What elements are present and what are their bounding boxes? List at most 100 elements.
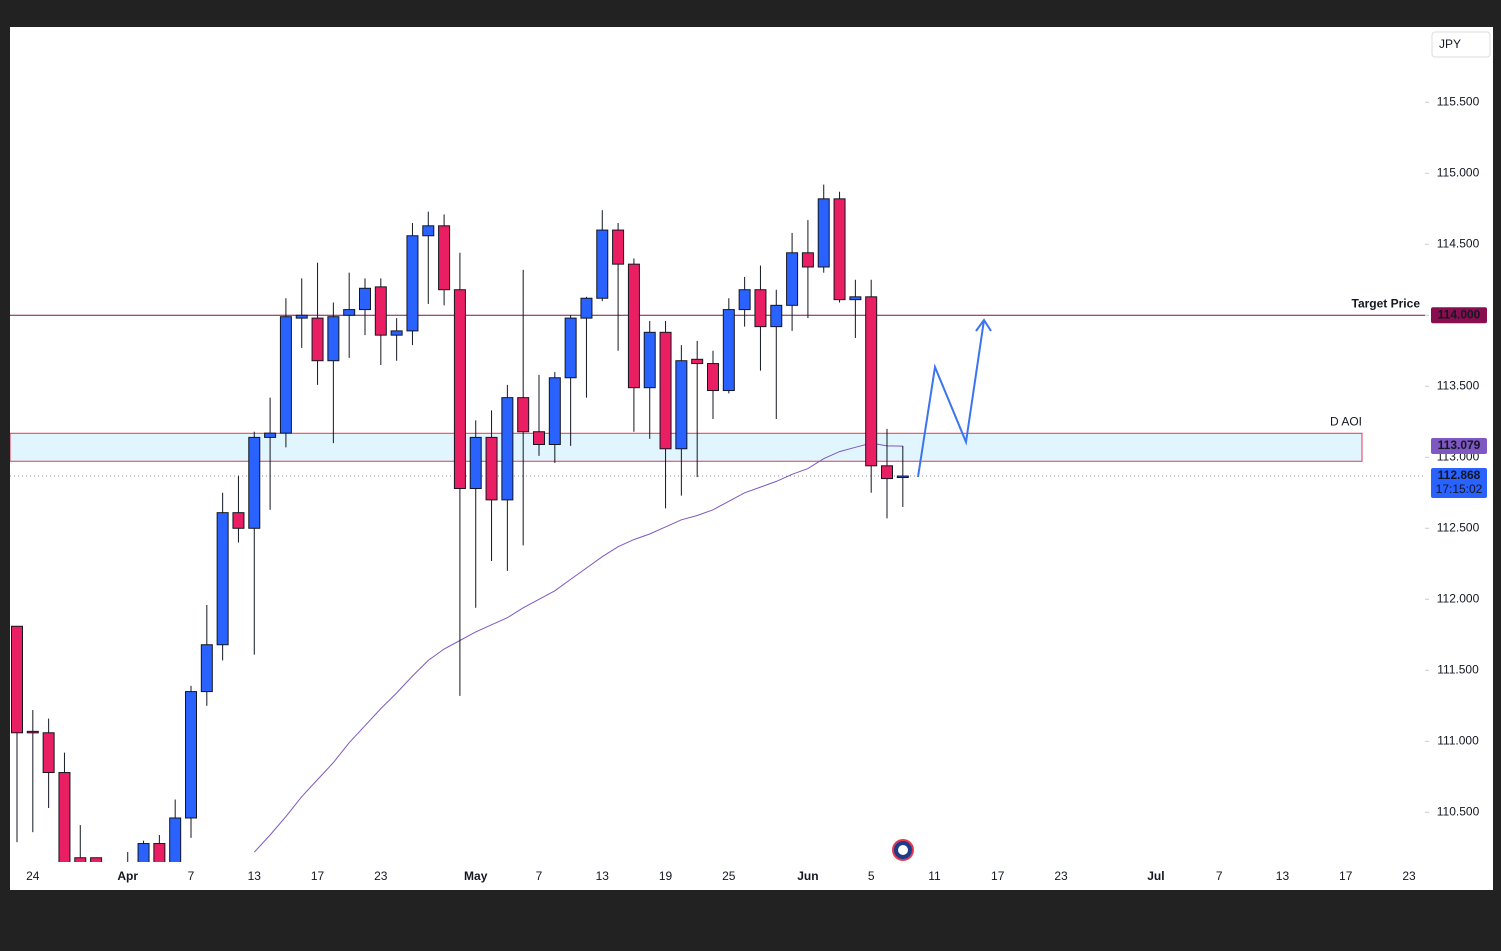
candle-body (390, 330, 403, 336)
x-tick-label: 17 (311, 869, 325, 883)
candle-body (675, 360, 688, 450)
candle-body (200, 644, 213, 693)
x-tick-label: 7 (536, 869, 543, 883)
x-tick-label: 13 (596, 869, 610, 883)
candle-body (786, 252, 799, 306)
x-tick-label: 23 (1402, 869, 1416, 883)
projection-path (917, 319, 985, 478)
candle-body (311, 317, 324, 362)
x-tick-label: Apr (117, 869, 138, 883)
candle-body (817, 198, 830, 268)
x-tick-label: 13 (1276, 869, 1290, 883)
candle-body (42, 732, 55, 774)
candle-body (580, 297, 593, 319)
candle-body (833, 198, 846, 301)
candle-body (533, 431, 545, 446)
x-tick-label: 24 (26, 869, 40, 883)
candle-body (185, 691, 197, 819)
candle-body (627, 263, 640, 389)
candle-body (596, 229, 609, 299)
x-tick-label: May (464, 869, 488, 883)
x-tick-label: 23 (374, 869, 388, 883)
last-price-tag-box (1431, 468, 1487, 499)
candle-body (232, 512, 245, 529)
candle-body (612, 229, 625, 265)
y-tick-label: 112.500 (1437, 520, 1480, 534)
candle-body (248, 436, 261, 529)
candle-body (881, 465, 893, 480)
candle-body (754, 289, 767, 328)
y-tick-label: 111.000 (1437, 733, 1479, 747)
candle-body (707, 363, 719, 392)
candle-body (469, 436, 482, 490)
candle-body (453, 289, 466, 490)
x-tick-label: 7 (188, 869, 195, 883)
x-tick-label: 13 (248, 869, 262, 883)
x-tick-label: 17 (991, 869, 1005, 883)
countdown: 17:15:02 (1436, 482, 1483, 496)
candle-body (896, 475, 909, 479)
currency-box (1431, 31, 1491, 58)
candle-body (564, 317, 577, 379)
currency: JPY (1439, 37, 1461, 51)
candle-body (153, 843, 166, 862)
candle-body (264, 432, 277, 438)
y-tick-label: 115.500 (1437, 94, 1480, 108)
x-tick-label: 7 (1216, 869, 1223, 883)
y-tick-label: 111.500 (1437, 662, 1479, 676)
y-tick-label: 115.000 (1437, 165, 1480, 179)
y-tick-label: 114.500 (1437, 236, 1480, 250)
candle-body (137, 843, 150, 862)
candle-body (738, 289, 751, 311)
target-tag-box (1431, 307, 1487, 324)
candle-body (770, 304, 783, 328)
x-tick-label: Jul (1147, 869, 1164, 883)
candle-body (422, 225, 435, 237)
candle-body (74, 857, 87, 862)
candle-body (801, 252, 814, 268)
candle-body (343, 309, 356, 316)
candle-body (501, 397, 514, 501)
candle-body (517, 397, 530, 433)
plot (10, 184, 1425, 862)
x-tick-label: 17 (1339, 869, 1353, 883)
event-icon-dot (898, 845, 908, 855)
last-price-tag: 112.868 (1438, 468, 1481, 482)
candle-body (169, 817, 182, 862)
candle-body (643, 331, 656, 389)
axes: 110.500 111.000 111.500 112.000 112.500 113.0… (26, 94, 1487, 883)
ma-tag-box (1431, 438, 1487, 455)
candle-body (691, 358, 704, 365)
x-tick-label: 11 (928, 869, 941, 883)
candle-body (216, 512, 229, 646)
candle-body (722, 309, 735, 392)
ma-tag: 113.079 (1438, 438, 1481, 452)
moving-average (253, 442, 903, 853)
candle-body (26, 730, 39, 734)
x-tick-label: 5 (868, 869, 875, 883)
x-tick-label: 23 (1054, 869, 1068, 883)
y-tick-label: 112.000 (1437, 591, 1480, 605)
target-tag: 114.000 (1438, 307, 1481, 321)
candle-body (485, 436, 498, 501)
candle-body (406, 235, 419, 332)
candle-body (279, 316, 292, 434)
candle-body (865, 296, 878, 467)
candle-body (659, 331, 672, 450)
x-tick-label: 19 (659, 869, 673, 883)
y-tick-label: 113.500 (1437, 378, 1480, 392)
candle-body (548, 377, 561, 445)
y-tick-label: 110.500 (1437, 804, 1480, 818)
candle-body (58, 772, 71, 862)
x-tick-label: Jun (797, 869, 818, 883)
candle-body (438, 225, 451, 291)
target-label: Target Price (1352, 296, 1421, 310)
zone-label: D AOI (1330, 414, 1362, 428)
candle-body (374, 286, 387, 336)
candle-body (327, 316, 340, 362)
candle-body (90, 857, 103, 862)
candle-body (849, 296, 862, 301)
candle-body (359, 287, 371, 311)
projection-arrowhead (975, 318, 992, 332)
